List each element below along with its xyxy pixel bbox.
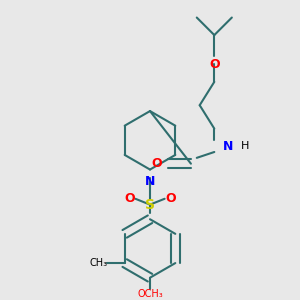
- Text: N: N: [223, 140, 233, 153]
- Text: O: O: [151, 157, 162, 170]
- Text: N: N: [145, 176, 155, 188]
- Text: OCH₃: OCH₃: [137, 290, 163, 299]
- Text: O: O: [124, 192, 135, 205]
- Text: H: H: [241, 141, 249, 151]
- Text: CH₃: CH₃: [89, 258, 107, 268]
- Text: O: O: [209, 58, 220, 71]
- Text: O: O: [165, 192, 176, 205]
- Text: S: S: [145, 198, 155, 212]
